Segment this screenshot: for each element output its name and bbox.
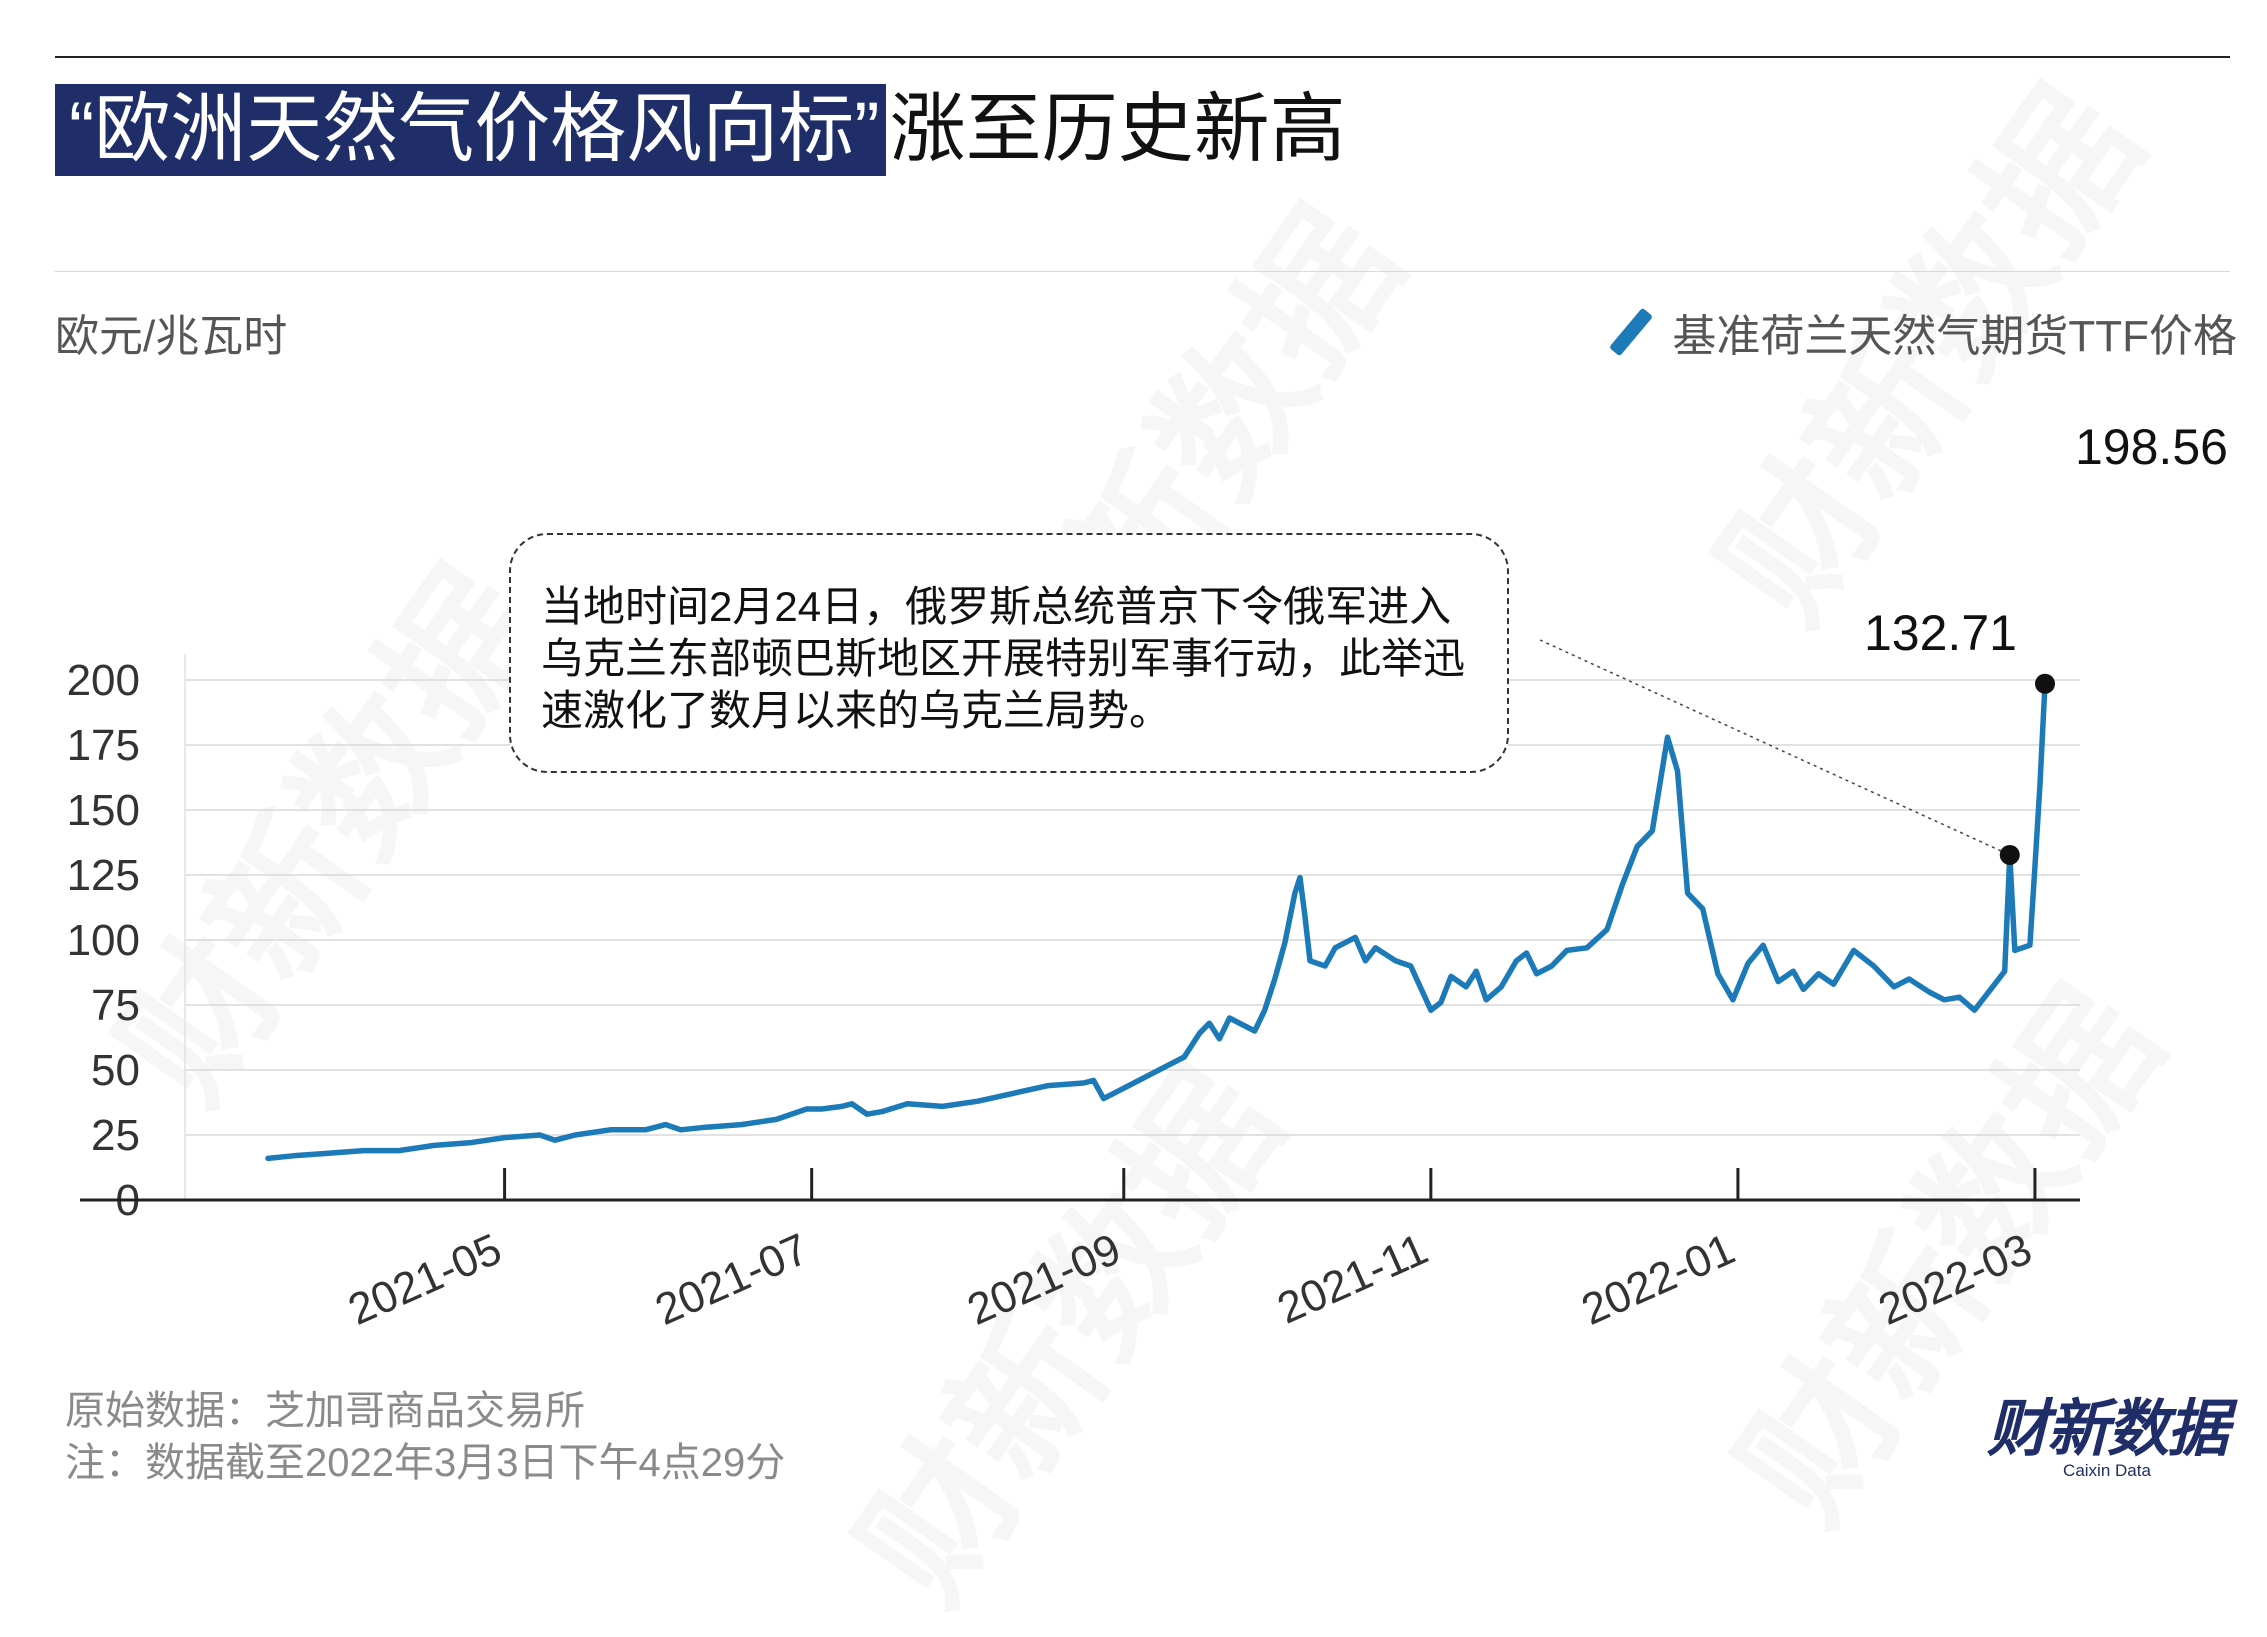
y-tick-label: 125: [67, 851, 140, 900]
chart-title: “欧洲天然气价格风向标” 涨至历史新高: [55, 84, 1346, 176]
y-tick-label: 50: [91, 1046, 140, 1095]
x-tick-label: 2021-09: [960, 1224, 1127, 1334]
y-tick-label: 75: [91, 981, 140, 1030]
note-line: 注：数据截至2022年3月3日下午4点29分: [65, 1441, 786, 1485]
annotation-box: 当地时间2月24日，俄罗斯总统普京下令俄军进入乌克兰东部顿巴斯地区开展特别军事行…: [509, 533, 1509, 773]
y-tick-label: 150: [67, 786, 140, 835]
series-line-ttf: [265, 680, 2048, 1162]
x-tick-label: 2021-07: [648, 1224, 815, 1334]
x-tick-label: 2022-03: [1872, 1224, 2039, 1334]
source-line: 原始数据：芝加哥商品交易所: [65, 1389, 585, 1433]
y-tick-label: 100: [67, 916, 140, 965]
legend: 基准荷兰天然气期货TTF价格: [1609, 300, 2237, 364]
y-tick-label: 175: [67, 721, 140, 770]
y-tick-label: 25: [91, 1111, 140, 1160]
subtitle-rule: [55, 271, 2230, 272]
top-rule: [55, 56, 2230, 58]
annotation-leader: [1539, 639, 2011, 856]
x-tick-label: 2021-05: [341, 1224, 508, 1334]
brand-logo: 财新数据 Caixin Data: [1986, 1395, 2229, 1481]
brand-subtitle: Caixin Data: [2063, 1461, 2151, 1480]
callout-value-latest: 198.56: [2075, 419, 2228, 475]
y-axis-unit: 欧元/兆瓦时: [55, 312, 288, 361]
callout-value-invasion: 132.71: [1864, 605, 2017, 661]
legend-label: 基准荷兰天然气期货TTF价格: [1672, 312, 2237, 361]
title-rest: 涨至历史新高: [889, 87, 1346, 172]
x-tick-label: 2021-11: [1270, 1224, 1434, 1333]
y-tick-label: 200: [67, 656, 140, 705]
x-tick-label: 2022-01: [1575, 1224, 1742, 1334]
brand-name: 财新数据: [1986, 1395, 2229, 1464]
callout-marker: [1999, 844, 2020, 865]
callout-marker: [2035, 673, 2055, 694]
title-highlight: “欧洲天然气价格风向标”: [55, 84, 886, 176]
source-note: 原始数据：芝加哥商品交易所 注：数据截至2022年3月3日下午4点29分: [65, 1385, 785, 1489]
